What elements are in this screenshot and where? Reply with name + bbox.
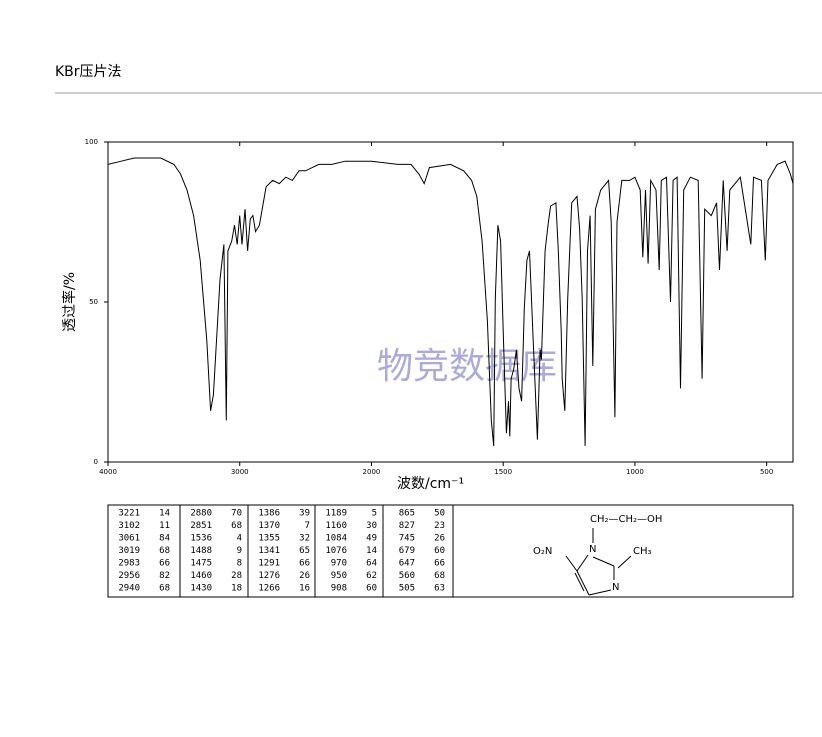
peak-wavenumber: 950 — [331, 571, 347, 581]
peak-wavenumber: 1475 — [190, 559, 212, 569]
y-tick-label: 0 — [94, 458, 98, 466]
peak-transmittance: 49 — [366, 534, 377, 544]
peak-wavenumber: 1460 — [190, 571, 212, 581]
peak-wavenumber: 3061 — [118, 534, 140, 544]
peak-transmittance: 16 — [299, 584, 310, 594]
x-tick-label: 500 — [760, 468, 773, 476]
peak-transmittance: 50 — [434, 509, 445, 519]
peak-transmittance: 7 — [305, 521, 310, 531]
spectrum-line — [107, 157, 794, 447]
plot-frame — [107, 141, 794, 463]
structure-methyl: CH₃ — [633, 546, 652, 557]
peak-wavenumber: 560 — [399, 571, 415, 581]
table-frame — [107, 504, 794, 598]
peak-wavenumber: 1536 — [190, 534, 212, 544]
peak-wavenumber: 745 — [399, 534, 415, 544]
peak-wavenumber: 1370 — [258, 521, 280, 531]
peak-transmittance: 68 — [159, 546, 170, 556]
peak-transmittance: 66 — [434, 559, 445, 569]
peak-wavenumber: 1430 — [190, 584, 212, 594]
peak-wavenumber: 679 — [399, 546, 415, 556]
peak-transmittance: 39 — [299, 509, 310, 519]
peak-wavenumber: 1488 — [190, 546, 212, 556]
peak-transmittance: 82 — [159, 571, 170, 581]
y-axis-label: 透过率/% — [61, 272, 78, 332]
y-tick-label: 100 — [85, 138, 98, 146]
peak-wavenumber: 827 — [399, 521, 415, 531]
peak-wavenumber: 1355 — [258, 534, 280, 544]
peak-wavenumber: 3102 — [118, 521, 140, 531]
peak-wavenumber: 970 — [331, 559, 347, 569]
peak-wavenumber: 2940 — [118, 584, 140, 594]
structure-atom: N — [612, 582, 619, 593]
peak-transmittance: 66 — [159, 559, 170, 569]
peak-wavenumber: 1084 — [325, 534, 347, 544]
peak-transmittance: 28 — [231, 571, 242, 581]
peak-wavenumber: 1189 — [325, 509, 347, 519]
x-tick-label: 1000 — [626, 468, 644, 476]
peak-transmittance: 9 — [237, 546, 242, 556]
peak-wavenumber: 505 — [399, 584, 415, 594]
peak-transmittance: 4 — [237, 534, 242, 544]
peak-transmittance: 14 — [159, 509, 170, 519]
structure-atom: N — [589, 544, 596, 555]
peak-wavenumber: 865 — [399, 509, 415, 519]
peak-transmittance: 5 — [372, 509, 377, 519]
peak-wavenumber: 1341 — [258, 546, 280, 556]
peak-transmittance: 63 — [434, 584, 445, 594]
peak-wavenumber: 1266 — [258, 584, 280, 594]
peak-wavenumber: 1386 — [258, 509, 280, 519]
peak-transmittance: 18 — [231, 584, 242, 594]
peak-transmittance: 68 — [231, 521, 242, 531]
peak-transmittance: 68 — [434, 571, 445, 581]
peak-transmittance: 32 — [299, 534, 310, 544]
peak-transmittance: 11 — [159, 521, 170, 531]
x-tick-label: 3000 — [231, 468, 249, 476]
peak-transmittance: 60 — [434, 546, 445, 556]
x-axis-label: 波数/cm⁻¹ — [397, 476, 464, 492]
header-title: KBr压片法 — [55, 64, 122, 80]
x-tick-label: 2000 — [363, 468, 381, 476]
peak-transmittance: 30 — [366, 521, 377, 531]
peak-transmittance: 64 — [366, 559, 377, 569]
peak-transmittance: 14 — [366, 546, 377, 556]
peak-transmittance: 23 — [434, 521, 445, 531]
peak-wavenumber: 2956 — [118, 571, 140, 581]
peak-transmittance: 26 — [299, 571, 310, 581]
watermark: 物竞数据库 — [377, 346, 557, 387]
peak-transmittance: 62 — [366, 571, 377, 581]
peak-wavenumber: 1076 — [325, 546, 347, 556]
peak-transmittance: 84 — [159, 534, 170, 544]
peak-wavenumber: 3221 — [118, 509, 140, 519]
x-tick-label: 1500 — [494, 468, 512, 476]
peak-wavenumber: 2851 — [190, 521, 212, 531]
peak-wavenumber: 2880 — [190, 509, 212, 519]
structure-bonds — [565, 528, 632, 596]
peak-transmittance: 68 — [159, 584, 170, 594]
structure-chain: CH₂—CH₂—OH — [590, 514, 662, 525]
peak-wavenumber: 1160 — [325, 521, 347, 531]
peak-wavenumber: 908 — [331, 584, 347, 594]
peak-transmittance: 65 — [299, 546, 310, 556]
y-tick-label: 50 — [89, 298, 98, 306]
peak-transmittance: 60 — [366, 584, 377, 594]
peak-transmittance: 70 — [231, 509, 242, 519]
peak-wavenumber: 2983 — [118, 559, 140, 569]
peak-wavenumber: 647 — [399, 559, 415, 569]
peak-transmittance: 26 — [434, 534, 445, 544]
peak-transmittance: 66 — [299, 559, 310, 569]
peak-wavenumber: 1291 — [258, 559, 280, 569]
peak-transmittance: 8 — [237, 559, 242, 569]
peak-wavenumber: 1276 — [258, 571, 280, 581]
structure-nitro: O₂N — [533, 546, 552, 557]
peak-wavenumber: 3019 — [118, 546, 140, 556]
x-tick-label: 4000 — [99, 468, 117, 476]
